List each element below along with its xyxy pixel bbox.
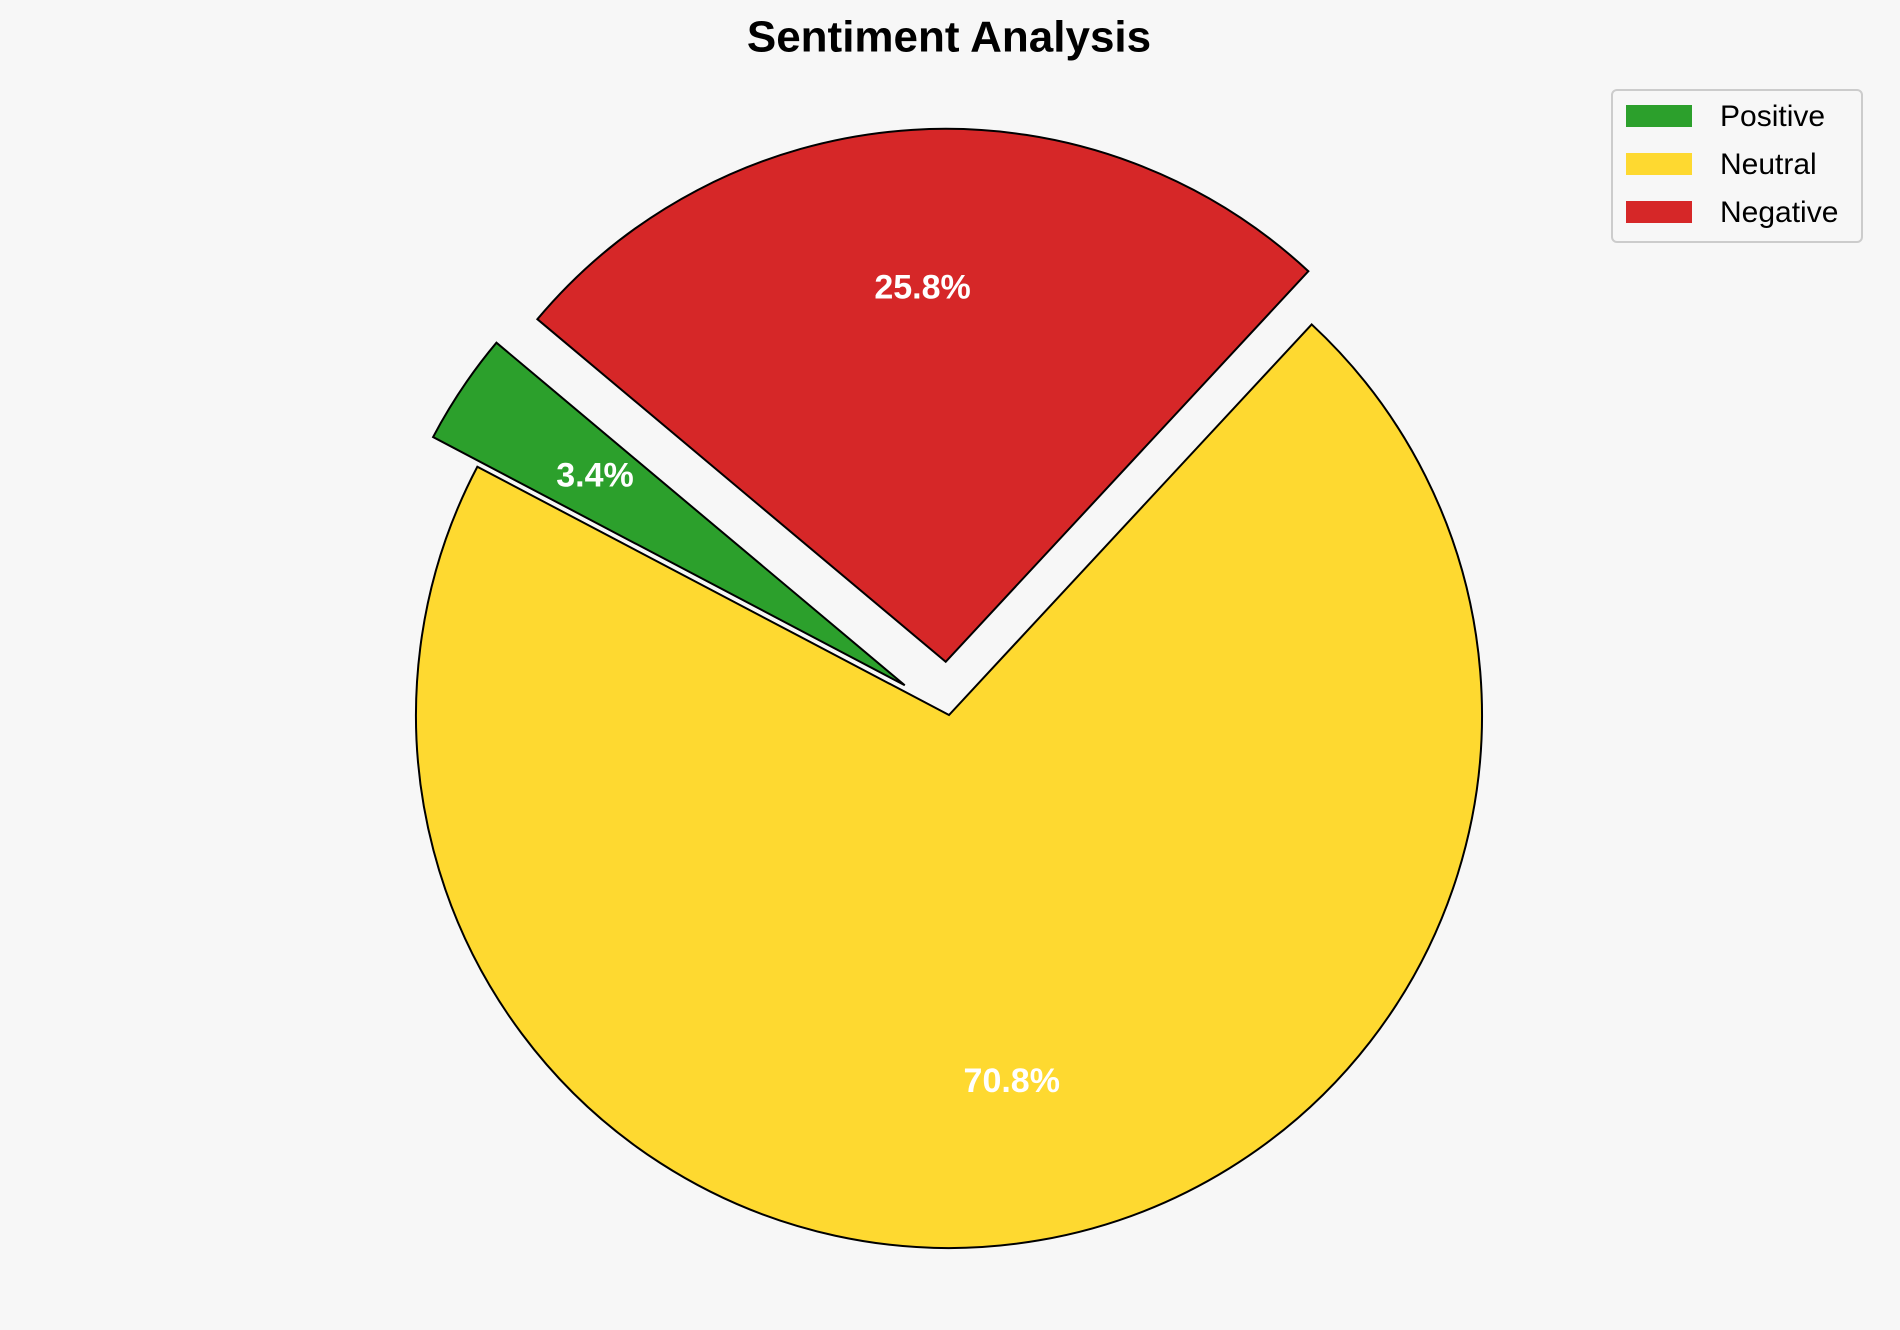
legend-label: Positive bbox=[1720, 100, 1825, 133]
slice-label: 70.8% bbox=[964, 1062, 1060, 1100]
legend-swatch bbox=[1626, 153, 1692, 175]
legend-swatch bbox=[1626, 105, 1692, 127]
pie-slice bbox=[535, 127, 1310, 664]
chart-title: Sentiment Analysis bbox=[747, 13, 1151, 62]
pie-slice bbox=[431, 341, 906, 687]
legend-label: Negative bbox=[1720, 196, 1838, 229]
slice-label: 25.8% bbox=[874, 268, 970, 306]
slice-label: 3.4% bbox=[556, 456, 634, 494]
legend-swatch bbox=[1626, 201, 1692, 223]
pie-slice bbox=[415, 323, 1483, 1249]
legend-label: Neutral bbox=[1720, 148, 1817, 181]
